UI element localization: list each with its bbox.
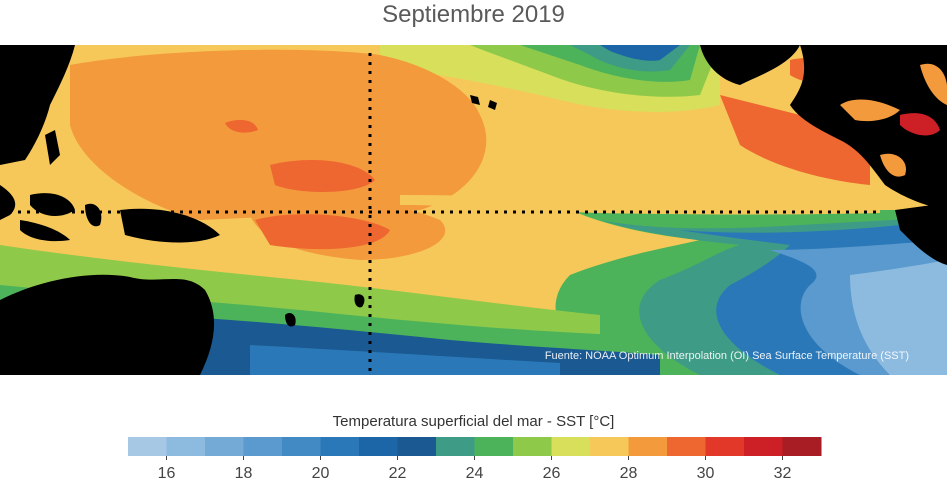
colorbar-tick-label: 22 [389, 465, 407, 480]
colorbar-swatch [474, 437, 514, 456]
colorbar-tick-label: 20 [312, 465, 330, 480]
colorbar-swatch [551, 437, 591, 456]
colorbar-swatch [320, 437, 360, 456]
colorbar-tick-label: 32 [774, 465, 792, 480]
colorbar-swatch [359, 437, 398, 456]
map-title: Septiembre 2019 [382, 1, 565, 28]
colorbar-swatch [782, 437, 822, 456]
colorbar-tick-label: 30 [697, 465, 715, 480]
colorbar-tick-label: 26 [543, 465, 561, 480]
colorbar-tick-label: 24 [466, 465, 484, 480]
colorbar-swatch [243, 437, 283, 456]
colorbar-tick-label: 18 [235, 465, 253, 480]
colorbar-swatch [436, 437, 475, 456]
colorbar-swatch [628, 437, 668, 456]
colorbar-swatch [667, 437, 706, 456]
colorbar-swatch [166, 437, 206, 456]
colorbar-swatch [590, 437, 629, 456]
colorbar-tick-label: 16 [158, 465, 176, 480]
colorbar-swatch [744, 437, 783, 456]
colorbar-swatch [397, 437, 437, 456]
colorbar-swatch [513, 437, 552, 456]
colorbar-tick-label: 28 [620, 465, 638, 480]
colorbar-swatch [205, 437, 244, 456]
colorbar-title: Temperatura superficial del mar - SST [°… [332, 413, 615, 430]
colorbar-swatch [705, 437, 745, 456]
sst-map [0, 45, 947, 375]
colorbar-swatch [128, 437, 167, 456]
source-note: Fuente: NOAA Optimum Interpolation (OI) … [544, 350, 909, 362]
colorbar: 16 18 20 22 24 26 28 30 32 [128, 437, 822, 480]
colorbar-swatch [282, 437, 321, 456]
